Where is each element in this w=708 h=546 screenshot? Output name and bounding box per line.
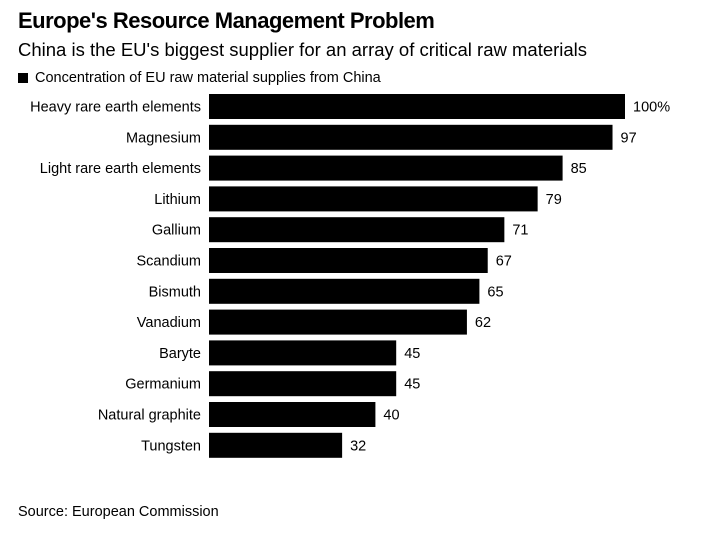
- value-label: 100%: [633, 100, 670, 116]
- category-label: Vanadium: [137, 315, 201, 331]
- bar: [209, 278, 480, 304]
- source-note: Source: European Commission: [18, 504, 219, 520]
- value-label: 32: [350, 438, 366, 454]
- value-label: 67: [496, 254, 512, 270]
- value-label: 40: [383, 408, 399, 424]
- bar: [209, 248, 488, 273]
- category-label: Tungsten: [141, 438, 201, 454]
- value-label: 65: [487, 284, 503, 300]
- category-label: Natural graphite: [98, 408, 201, 424]
- bar: [209, 309, 467, 335]
- legend: Concentration of EU raw material supplie…: [18, 70, 381, 86]
- category-label: Light rare earth elements: [40, 161, 201, 177]
- category-label: Lithium: [154, 192, 201, 208]
- bar: [209, 155, 563, 181]
- value-label: 45: [404, 377, 420, 393]
- bar: [209, 217, 505, 243]
- value-label: 62: [475, 315, 491, 331]
- bar: [209, 124, 613, 150]
- bar: [209, 432, 343, 458]
- value-label: 79: [546, 192, 562, 208]
- bar: [209, 340, 397, 366]
- category-label: Bismuth: [149, 284, 201, 300]
- category-label: Germanium: [125, 377, 201, 393]
- legend-label: Concentration of EU raw material supplie…: [35, 70, 381, 86]
- value-label: 45: [404, 346, 420, 362]
- category-label: Magnesium: [126, 130, 201, 146]
- value-label: 71: [512, 223, 528, 239]
- category-label: Gallium: [152, 223, 201, 239]
- category-label: Scandium: [137, 254, 201, 270]
- category-label: Baryte: [159, 346, 201, 362]
- value-label: 85: [571, 161, 587, 177]
- chart-subtitle: China is the EU's biggest supplier for a…: [18, 39, 588, 60]
- bar: [209, 371, 397, 397]
- bar: [209, 402, 376, 427]
- bar: [209, 186, 538, 212]
- chart-title: Europe's Resource Management Problem: [18, 8, 435, 33]
- category-label: Heavy rare earth elements: [30, 100, 201, 116]
- value-label: 97: [621, 130, 637, 146]
- bar: [209, 94, 625, 119]
- legend-swatch: [18, 73, 28, 83]
